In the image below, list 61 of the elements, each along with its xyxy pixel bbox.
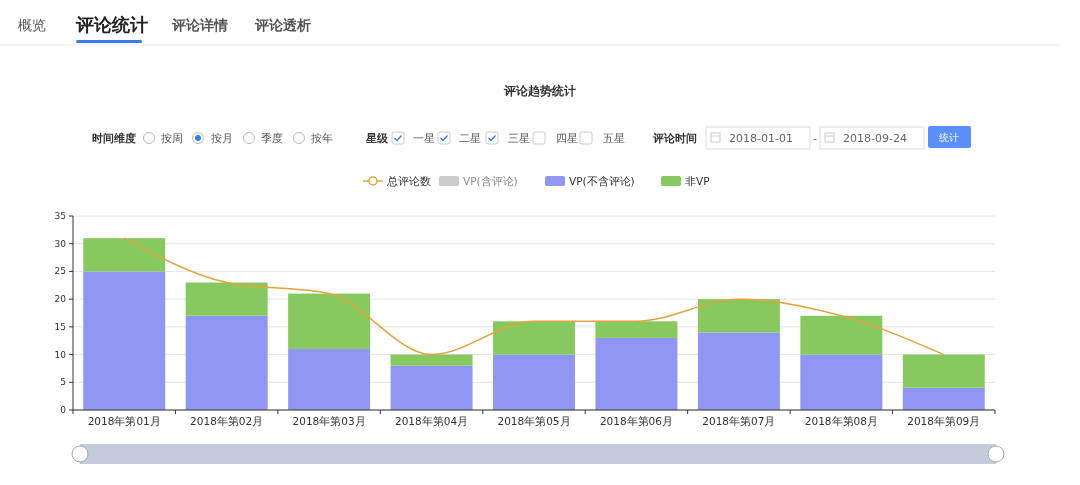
- bar: [493, 354, 575, 410]
- text: 2018-09-24: [843, 132, 907, 145]
- text: 2018-01-01: [729, 132, 793, 145]
- bar: [493, 321, 575, 355]
- bar: [390, 365, 473, 410]
- text: 评论统计: [75, 14, 148, 35]
- text: 一星: [413, 132, 435, 145]
- text: 按周: [161, 132, 183, 145]
- bar: [288, 349, 371, 410]
- x-tick-label: 2018年第02月: [190, 415, 264, 427]
- bar: [697, 332, 780, 410]
- x-tick-label: 2018年第04月: [395, 415, 469, 427]
- bar: [83, 238, 166, 272]
- x-tick-label: 2018年第09月: [907, 415, 981, 427]
- text: 评论详情: [171, 17, 228, 33]
- bar: [595, 337, 678, 410]
- y-tick-label: 20: [54, 294, 67, 305]
- legend-label: VP(不含评论): [569, 175, 635, 187]
- x-tick-label: 2018年第01月: [87, 415, 161, 427]
- text: 概览: [18, 17, 46, 33]
- y-tick-label: 0: [60, 405, 67, 415]
- bar: [595, 321, 678, 338]
- bar: [800, 315, 883, 355]
- y-tick-label: 30: [54, 238, 67, 249]
- text: -: [813, 132, 817, 145]
- bar: [288, 293, 371, 350]
- y-tick-label: 5: [60, 377, 66, 388]
- y-tick-label: 35: [54, 211, 66, 221]
- text: 按年: [311, 132, 333, 145]
- bar: [800, 354, 883, 410]
- bar: [185, 315, 268, 410]
- chart-title: 评论趋势统计: [503, 84, 576, 98]
- text: 评论时间: [652, 132, 697, 145]
- x-tick-label: 2018年第08月: [804, 415, 878, 427]
- x-tick-label: 2018年第03月: [292, 415, 366, 427]
- text: 星级: [365, 132, 389, 145]
- bar: [697, 299, 780, 333]
- x-tick-label: 2018年第05月: [497, 415, 571, 427]
- legend-label: VP(含评论): [463, 175, 518, 187]
- text: 统计: [939, 132, 959, 143]
- y-tick-label: 15: [54, 321, 66, 332]
- bar: [902, 387, 985, 410]
- bar: [902, 354, 985, 388]
- x-tick-label: 2018年第07月: [702, 415, 776, 427]
- text: 季度: [261, 132, 283, 145]
- bar: [83, 271, 166, 410]
- text: 二星: [459, 132, 481, 145]
- line-series: [123, 237, 945, 356]
- legend-label: 总评论数: [386, 175, 431, 187]
- text: 五星: [603, 132, 625, 145]
- bar: [185, 282, 268, 316]
- text: 四星: [556, 132, 578, 145]
- bar: [390, 354, 473, 366]
- legend-label: 非VP: [685, 175, 710, 187]
- text: 评论透析: [254, 17, 311, 33]
- text: 三星: [508, 132, 530, 145]
- text: 时间维度: [92, 132, 136, 145]
- y-tick-label: 10: [54, 349, 67, 360]
- text: 按月: [211, 132, 233, 145]
- x-tick-label: 2018年第06月: [599, 415, 673, 427]
- y-tick-label: 25: [54, 266, 66, 277]
